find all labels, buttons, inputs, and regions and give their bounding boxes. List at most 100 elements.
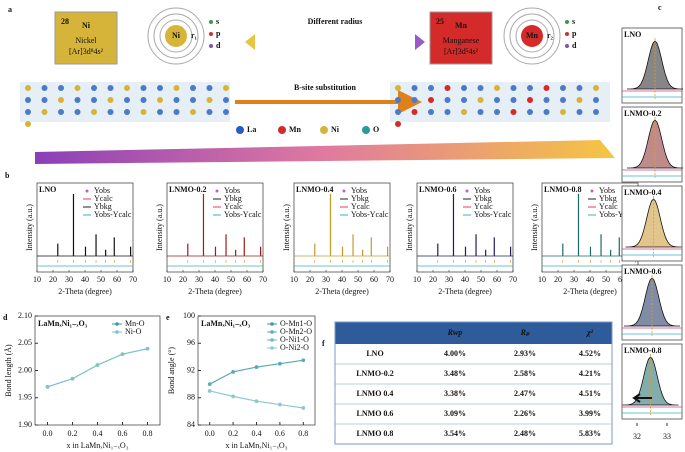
nucleus — [165, 25, 187, 47]
legend-label: Yobs — [599, 186, 615, 195]
atom — [527, 109, 533, 115]
atom — [411, 85, 418, 91]
atom — [206, 97, 213, 103]
column-header: χ² — [586, 328, 594, 337]
electron-config: [Ar]3d⁸4s² — [69, 47, 104, 56]
legend-label: O-Mn2-O — [280, 327, 312, 336]
legend-marker — [115, 330, 119, 334]
legend-label: Ycalc — [599, 202, 618, 211]
orbital-dot — [565, 32, 569, 36]
label: Different radius — [308, 17, 363, 26]
orbital-label: p — [216, 29, 221, 38]
atom — [593, 97, 599, 103]
legend-marker — [236, 126, 244, 134]
y-axis-label: Intensity (a.u.) — [530, 204, 539, 251]
x-tick-label: 10 — [33, 275, 41, 284]
point — [254, 399, 259, 403]
point — [207, 389, 212, 393]
x-tick-label: 0.0 — [205, 429, 215, 438]
y-axis-label: Intensity (a.u.) — [25, 204, 34, 251]
plot-frame — [166, 182, 264, 273]
x-tick-label: 10 — [413, 275, 421, 284]
atom — [494, 97, 500, 103]
point — [278, 361, 282, 366]
x-axis-label: 2-Theta (degree) — [58, 287, 112, 296]
y-axis-label: Bond length (Å) — [4, 344, 13, 397]
gradient-bar — [35, 140, 615, 164]
point — [45, 385, 50, 389]
table-frame — [334, 321, 613, 445]
atom — [157, 97, 163, 103]
cell: 2.26% — [514, 409, 536, 418]
x-tick-label: 40 — [211, 275, 219, 284]
atom — [25, 97, 31, 103]
plot-frame — [416, 182, 514, 273]
atom — [107, 109, 114, 115]
arrow-head — [245, 34, 255, 50]
legend-label: La — [247, 125, 256, 134]
x-axis-label: 2-Theta (degree) — [315, 287, 369, 296]
atom — [124, 85, 130, 91]
point — [120, 352, 125, 356]
x-tick-label: 0.6 — [275, 429, 285, 438]
plot-title: LNMO-0.2 — [169, 185, 207, 194]
atom — [593, 109, 599, 115]
x-tick-label: 30 — [65, 275, 73, 284]
atom — [173, 85, 180, 91]
legend-label: Yobs-Ycalc — [224, 210, 262, 219]
y-tick-label: 2.10 — [18, 311, 32, 320]
legend-marker — [215, 189, 219, 193]
atom — [395, 85, 401, 91]
legend-marker — [590, 189, 594, 193]
y-tick-label: 100 — [183, 311, 195, 320]
atom — [527, 97, 533, 103]
cell: 4.51% — [579, 389, 601, 398]
atom — [140, 85, 147, 91]
y-axis-label: Bond angle (°) — [167, 347, 176, 395]
point — [254, 365, 259, 369]
legend-label: Mn-O — [125, 319, 145, 328]
x-tick-label: 20 — [429, 275, 437, 284]
x-tick-label: 0.2 — [228, 429, 238, 438]
atom — [173, 109, 180, 115]
label: B-site substitution — [294, 83, 357, 92]
x-tick-label: 0.2 — [68, 429, 78, 438]
plot-title: LNO — [39, 185, 56, 194]
element-name: Manganese — [443, 36, 480, 45]
element-symbol: Ni — [82, 21, 91, 30]
atom — [510, 109, 517, 115]
atom — [190, 85, 196, 91]
orbit — [503, 7, 561, 65]
plot-title: LNMO-0.2 — [624, 109, 662, 118]
legend-label: O-Mn1-O — [280, 319, 312, 328]
atom — [107, 85, 114, 91]
legend-label: Yobs-Ycalc — [94, 210, 132, 219]
cell: 4.21% — [579, 369, 601, 378]
legend-label: Yobs-Ycalc — [351, 210, 389, 219]
legend-marker — [465, 189, 469, 193]
x-tick-label: 30 — [195, 275, 203, 284]
peak-profile — [626, 40, 684, 90]
atom — [593, 85, 599, 91]
point — [301, 406, 306, 410]
cell: LNMO 0.4 — [357, 389, 394, 398]
x-tick-label: 10 — [163, 275, 171, 284]
plot-frame — [293, 182, 391, 273]
atom — [190, 109, 196, 115]
orbital-label: s — [572, 17, 575, 26]
panel-label: d — [3, 313, 8, 322]
atom — [411, 97, 418, 103]
atom — [411, 109, 418, 115]
x-tick-label: 33 — [663, 432, 671, 441]
plot-frame — [36, 182, 134, 273]
radius-label: r₂ — [547, 31, 554, 40]
orbit — [159, 19, 193, 53]
series-line — [209, 359, 304, 385]
x-tick-label: 50 — [354, 275, 362, 284]
legend-label: O-Ni2-O — [280, 343, 309, 352]
atom — [140, 97, 147, 103]
nucleus — [521, 25, 543, 47]
y-axis-label: Intensity (a.u.) — [282, 204, 291, 251]
atom — [157, 109, 163, 115]
point — [278, 402, 282, 407]
